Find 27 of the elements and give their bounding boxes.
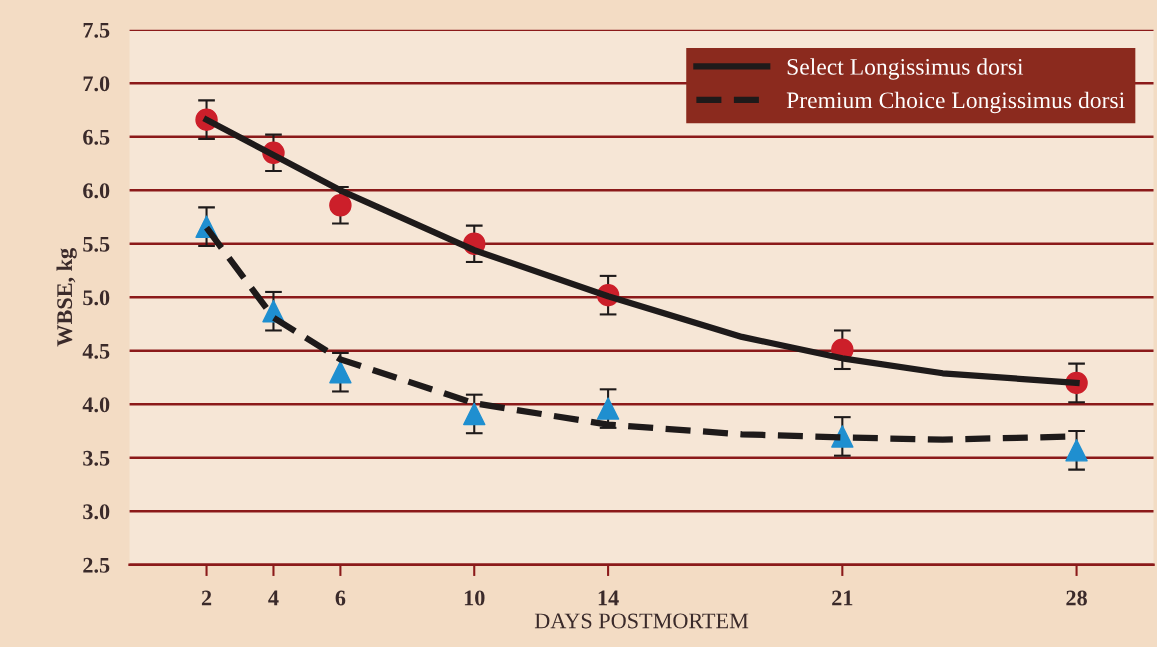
point: [1065, 439, 1088, 462]
x-tick-label: 2: [201, 590, 212, 606]
x-tick-label: 6: [335, 590, 346, 606]
y-tick-label: 3.5: [83, 450, 110, 466]
y-axis-title: WBSE, kg: [56, 248, 77, 347]
point: [329, 360, 352, 384]
y-tick-label: 4.5: [82, 343, 110, 359]
y-tick-label: 7.5: [83, 22, 110, 38]
legend-label: Premium Choice Longissimus dorsi: [786, 91, 1125, 114]
x-axis-title: DAYS POSTMORTEM: [534, 613, 749, 629]
y-tick-label: 5.0: [83, 290, 110, 306]
legend-label: Select Longissimus dorsi: [787, 58, 1024, 80]
y-tick-label: 2.5: [83, 557, 110, 573]
x-tick-label: 10: [464, 590, 485, 606]
y-tick-label: 6.5: [83, 129, 110, 145]
point: [329, 194, 352, 217]
x-tick-label: 14: [598, 590, 619, 606]
y-tick-label: 4.0: [82, 397, 110, 413]
y-tick-label: 7.0: [83, 76, 110, 92]
x-tick-label: 21: [832, 590, 853, 606]
y-tick-label: 6.0: [83, 183, 110, 199]
x-tick-label: 4: [268, 590, 279, 606]
y-tick-label: 5.5: [83, 236, 110, 252]
y-tick-label: 3.0: [83, 504, 110, 520]
point: [463, 402, 486, 426]
point: [596, 397, 620, 420]
x-tick-label: 28: [1066, 590, 1087, 606]
